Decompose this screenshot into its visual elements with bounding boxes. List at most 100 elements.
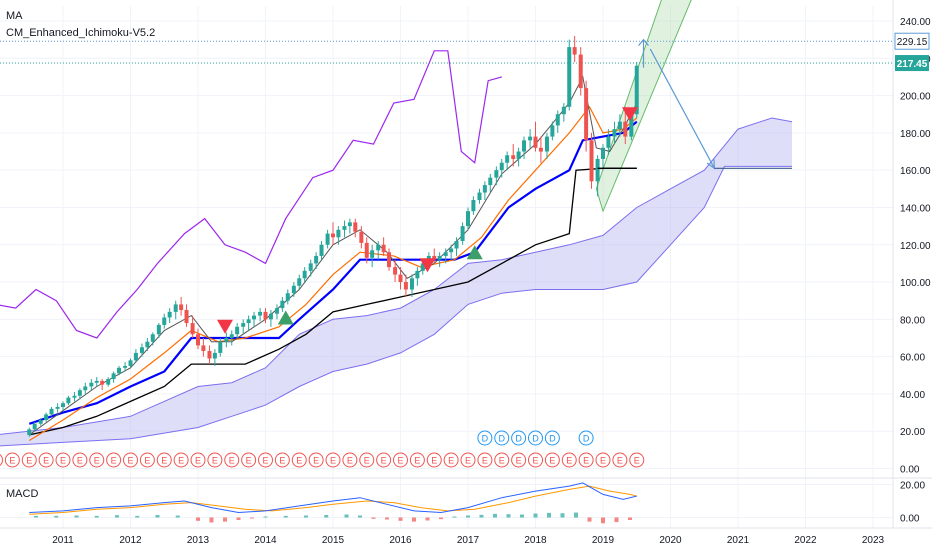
earnings-marker (72, 452, 88, 468)
candle-body (420, 263, 425, 271)
earnings-marker (511, 452, 527, 468)
time-axis-tick-label: 2020 (659, 535, 682, 546)
candle-body (634, 65, 639, 115)
sell-signal-triangle (419, 258, 436, 273)
candle-body (179, 304, 184, 311)
macd-histogram-bar (385, 517, 389, 520)
candle-body (89, 382, 94, 387)
candle-body (572, 47, 577, 55)
slow-ma-line (28, 105, 638, 442)
earnings-marker-label: E (381, 456, 387, 466)
time-axis-tick-label: 2012 (119, 535, 142, 546)
macd-histogram-bar (601, 517, 605, 524)
candle-body (454, 241, 459, 249)
candle-body (302, 270, 307, 279)
candle-body (77, 390, 82, 396)
candle-body (567, 47, 572, 107)
dividend-marker (477, 430, 493, 446)
legend-ma[interactable]: MA (6, 10, 23, 22)
earnings-marker-label: E (583, 456, 589, 466)
candle-body (100, 380, 105, 385)
sell-signal-triangle (217, 319, 233, 334)
earnings-marker (291, 452, 307, 468)
target-price-badge (894, 32, 930, 50)
candle-body (387, 252, 392, 268)
candle-body (308, 263, 313, 271)
macd-histogram-bar (196, 517, 200, 521)
candle-body (162, 317, 167, 325)
candle-body (201, 345, 206, 352)
candle-body (156, 324, 161, 335)
earnings-marker (578, 452, 594, 468)
legend-ichimoku[interactable]: CM_Enhanced_Ichimoku-V5.2 (6, 27, 156, 39)
earnings-marker (21, 452, 37, 468)
candle-body (190, 323, 195, 335)
earnings-marker (460, 452, 476, 468)
macd-histogram-bar (574, 512, 578, 518)
time-axis-tick-label: 2014 (254, 535, 277, 546)
candle-body (49, 408, 54, 415)
macd-axis-tick-label: 20.00 (900, 481, 925, 492)
candle-body (477, 192, 482, 200)
earnings-marker (258, 452, 273, 468)
candle-body (612, 129, 617, 137)
candle-body (342, 226, 347, 230)
earnings-marker-label: E (347, 456, 353, 466)
candle-body (629, 114, 634, 137)
macd-histogram-bar (115, 515, 119, 518)
macd-histogram-bar (587, 517, 592, 522)
candle-body (55, 406, 60, 409)
candle-body (117, 367, 122, 374)
earnings-marker (494, 452, 510, 468)
macd-histogram-bar (614, 517, 619, 523)
macd-axis-tick-label: 0.00 (900, 514, 920, 525)
price-axis-tick-label: 160.00 (900, 166, 931, 177)
legend-macd[interactable]: MACD (6, 488, 39, 500)
candle-body (133, 352, 138, 361)
dividend-marker-label: D (515, 434, 522, 444)
candle-body (252, 315, 257, 320)
dividend-marker-label: D (482, 434, 489, 444)
candle-body (241, 323, 246, 327)
candle-body (595, 158, 600, 182)
earnings-marker-label: E (43, 456, 49, 466)
candle-body (353, 222, 358, 232)
candle-body (415, 270, 420, 279)
earnings-marker (561, 452, 577, 468)
price-axis-tick-label: 0.00 (900, 465, 920, 476)
candle-body (555, 114, 560, 126)
earnings-marker (359, 452, 375, 468)
candle-body (224, 337, 229, 342)
candle-body (336, 229, 341, 238)
earnings-marker-label: E (262, 456, 268, 466)
dividend-marker (578, 430, 594, 446)
candle-body (359, 231, 364, 243)
earnings-marker (224, 452, 240, 468)
candle-body (578, 54, 583, 89)
time-axis-tick-label: 2013 (187, 535, 210, 546)
macd-histogram-bar (155, 515, 160, 518)
ascending-channel (595, 0, 692, 213)
earnings-marker (156, 452, 172, 468)
earnings-marker-label: E (178, 456, 184, 466)
candle-body (370, 250, 375, 258)
earnings-marker-label: E (111, 456, 117, 466)
candle-body (212, 352, 217, 359)
earnings-marker-label: E (77, 456, 83, 466)
earnings-marker-label: E (212, 456, 218, 466)
price-axis-tick-label: 180.00 (900, 129, 931, 140)
earnings-marker (308, 452, 324, 468)
candle-body (325, 233, 330, 245)
earnings-marker (477, 452, 493, 468)
earnings-marker-label: E (26, 456, 32, 466)
candle-body (544, 136, 549, 152)
dividend-marker-label: D (583, 434, 590, 444)
dividend-marker (494, 430, 510, 446)
earnings-marker-label: E (161, 456, 167, 466)
candle-body (111, 373, 116, 379)
macd-histogram-bar (439, 517, 443, 520)
macd-histogram-bar (560, 513, 565, 518)
macd-histogram-bar (547, 512, 551, 518)
